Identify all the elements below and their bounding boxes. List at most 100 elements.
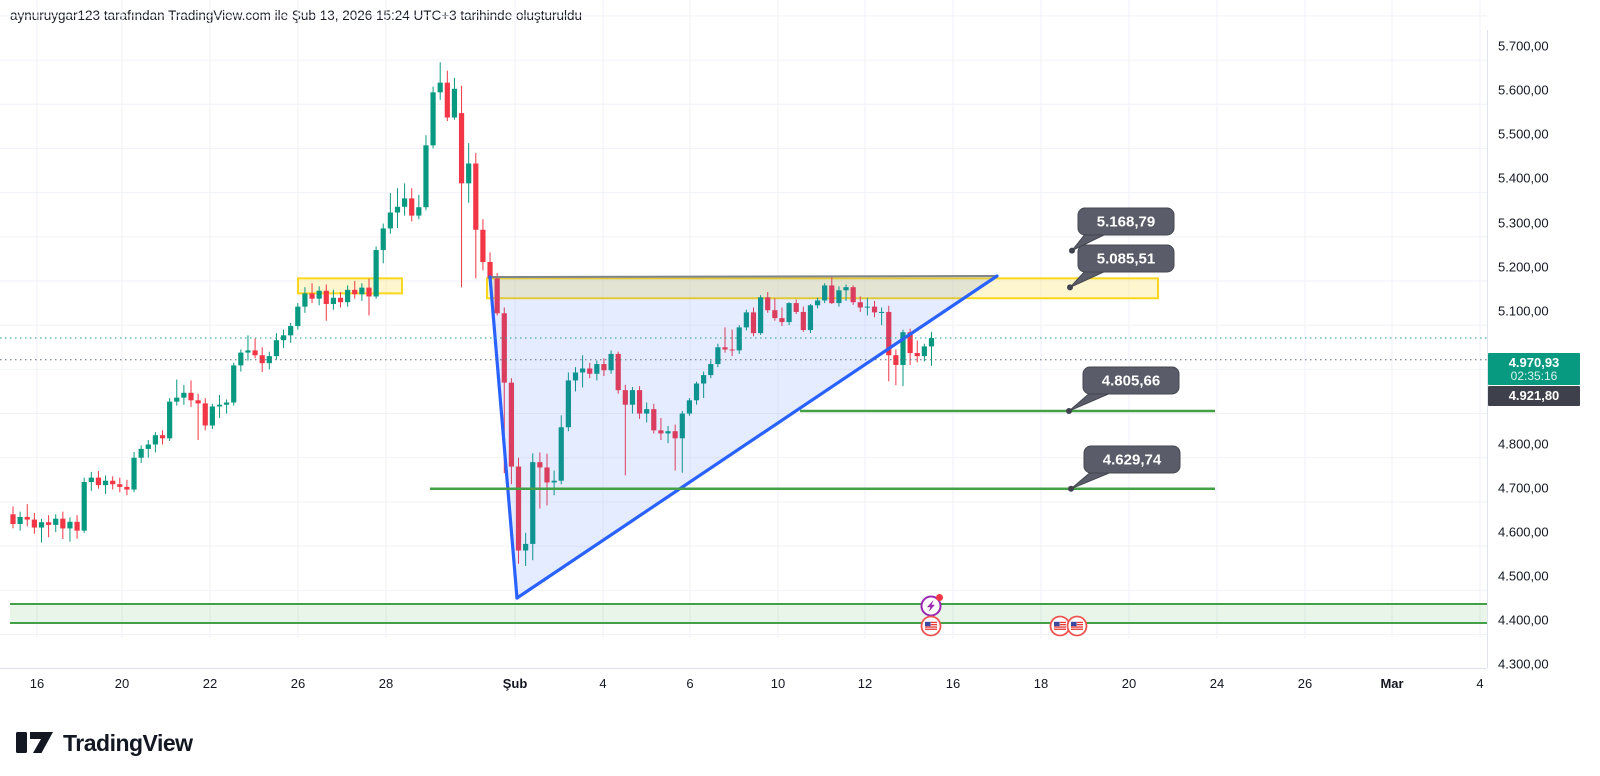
candle-body: [729, 349, 735, 351]
candle-body: [537, 462, 543, 468]
time-tick-label: Mar: [1380, 676, 1404, 691]
candle-body: [224, 402, 230, 405]
triangle-top-edge[interactable]: [489, 275, 998, 278]
candle-body: [900, 332, 906, 365]
candle-body: [145, 444, 151, 449]
support-zone-band[interactable]: [10, 602, 1487, 624]
candle-body: [750, 312, 757, 334]
candle-body: [743, 312, 749, 328]
tradingview-logo-text: TradingView: [63, 729, 193, 756]
candle-body: [772, 310, 778, 319]
triangle-trendline[interactable]: [488, 275, 519, 600]
candle-body: [651, 409, 657, 431]
tradingview-attribution-footer[interactable]: TradingView: [15, 729, 193, 757]
candle-body: [309, 293, 315, 299]
candle-body: [558, 427, 564, 481]
candle-body: [117, 484, 123, 487]
candle-body: [636, 390, 643, 414]
candle-body: [800, 311, 806, 331]
candle-body: [580, 368, 586, 373]
price-tick-label: 4.800,00: [1498, 436, 1549, 452]
candle-body: [658, 430, 664, 434]
candle-body: [921, 346, 927, 357]
candle-body: [686, 400, 692, 414]
candle-body: [451, 88, 458, 118]
price-tick-label: 5.500,00: [1498, 126, 1549, 142]
price-tick-label: 4.700,00: [1498, 480, 1549, 496]
price-callout-5.085,51[interactable]: 5.085,51: [1067, 244, 1175, 291]
candle-body: [402, 198, 408, 207]
candle-body: [494, 278, 500, 314]
callout-box[interactable]: [1082, 366, 1180, 395]
time-tick-label: 18: [1033, 676, 1049, 691]
candle-body: [95, 477, 102, 486]
callout-box[interactable]: [1077, 207, 1175, 236]
lightning-bolt: [927, 600, 935, 612]
callout-anchor-dot: [1069, 247, 1075, 254]
candlestick-series: [10, 62, 935, 566]
price-callout-5.168,79[interactable]: 5.168,79: [1069, 207, 1175, 254]
candle-body: [46, 522, 52, 525]
ascending-triangle-drawing[interactable]: [488, 274, 999, 600]
candle-body: [437, 82, 443, 93]
callout-anchor-dot: [1068, 485, 1074, 492]
candle-body: [693, 383, 700, 401]
candle-body: [857, 302, 863, 308]
candle-body: [779, 318, 785, 323]
flag-stripe: [925, 626, 937, 628]
price-tick-label: 5.200,00: [1498, 259, 1549, 275]
candle-body: [131, 457, 137, 490]
candle-body: [708, 364, 714, 376]
candle-body: [829, 285, 835, 304]
candle-body: [138, 448, 144, 458]
price-callout-4.805,66[interactable]: 4.805,66: [1066, 366, 1180, 415]
candle-body: [31, 519, 37, 528]
price-tick-label: 4.600,00: [1498, 524, 1549, 540]
us-flag-event-icon[interactable]: [1066, 615, 1088, 637]
price-tick-label: 5.300,00: [1498, 215, 1549, 231]
triangle-fill: [490, 276, 997, 598]
candle-body: [615, 353, 621, 391]
price-tick-label: 4.300,00: [1498, 656, 1549, 672]
candle-body: [316, 290, 322, 299]
callout-box[interactable]: [1077, 244, 1175, 273]
candle-body: [387, 212, 393, 229]
flag-stripe: [930, 624, 937, 626]
time-axis[interactable]: 16 20 22 26 28 Şub 4 6 10 12 16 18 20 24 26 Mar 4: [0, 668, 1487, 703]
candle-body: [273, 340, 280, 357]
candle-body: [480, 229, 486, 263]
candle-body: [871, 306, 878, 313]
candle-body: [629, 390, 636, 405]
flag-stripe: [1071, 626, 1083, 628]
candle-body: [722, 347, 728, 350]
candle-body: [152, 435, 158, 445]
flag-canton: [1071, 621, 1077, 627]
candle-body: [551, 480, 557, 483]
candle-body: [67, 521, 73, 529]
candle-body: [822, 285, 828, 301]
event-lightning-icon[interactable]: [920, 594, 944, 617]
candle-body: [373, 250, 379, 297]
support-zone-fill: [10, 603, 1487, 623]
us-flag-event-icon[interactable]: [920, 615, 942, 637]
chart-pane[interactable]: 5.168,79 5.085,51 4.805,66 4.629,74: [0, 0, 1487, 638]
candle-body: [280, 335, 287, 341]
flag-stripe: [1076, 624, 1083, 626]
candle-body: [765, 297, 771, 311]
triangle-trendline[interactable]: [515, 274, 999, 600]
candle-body: [907, 332, 913, 354]
candle-body: [928, 338, 935, 347]
candle-body: [487, 262, 493, 279]
time-tick-label: 20: [114, 676, 130, 691]
flag-circle: [920, 615, 942, 637]
price-callout-4.629,74[interactable]: 4.629,74: [1068, 445, 1181, 492]
price-axis[interactable]: 4.970,93 02:35:16 4.921,80 5.700,00 5.600…: [1487, 30, 1600, 672]
candle-body: [814, 300, 821, 306]
callout-box[interactable]: [1083, 445, 1181, 474]
candle-body: [879, 311, 885, 313]
candle-body: [209, 406, 215, 426]
flag-stripe: [1054, 626, 1066, 628]
candle-body: [622, 390, 628, 405]
candle-body: [515, 466, 522, 551]
time-tick-label: 4: [599, 676, 607, 691]
